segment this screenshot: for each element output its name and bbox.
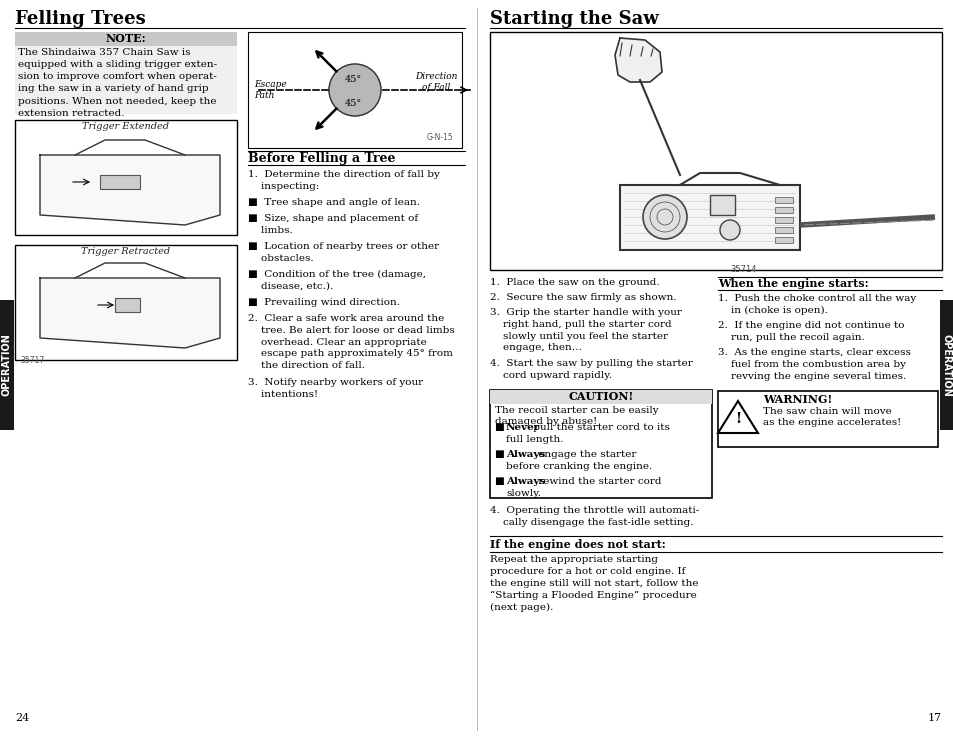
FancyBboxPatch shape xyxy=(774,197,792,203)
Text: Escape
Path: Escape Path xyxy=(253,80,287,100)
Text: 1.  Push the choke control all the way
    in (choke is open).: 1. Push the choke control all the way in… xyxy=(718,294,915,315)
Text: 2.  Secure the saw firmly as shown.: 2. Secure the saw firmly as shown. xyxy=(490,293,676,302)
Text: Felling Trees: Felling Trees xyxy=(15,10,146,28)
Text: 45°: 45° xyxy=(345,100,362,108)
Text: engage the starter: engage the starter xyxy=(535,450,636,459)
Text: 1.  Determine the direction of fall by
    inspecting:: 1. Determine the direction of fall by in… xyxy=(248,170,439,191)
FancyBboxPatch shape xyxy=(490,390,711,404)
Text: OPERATION: OPERATION xyxy=(941,334,951,396)
FancyBboxPatch shape xyxy=(15,245,236,360)
Text: 35714: 35714 xyxy=(729,265,756,274)
Text: Trigger Retracted: Trigger Retracted xyxy=(81,247,171,256)
FancyBboxPatch shape xyxy=(718,391,937,447)
Text: 17: 17 xyxy=(927,713,941,723)
Text: G-N-15: G-N-15 xyxy=(426,133,453,142)
Text: Starting the Saw: Starting the Saw xyxy=(490,10,659,28)
Text: The saw chain will move
as the engine accelerates!: The saw chain will move as the engine ac… xyxy=(762,407,901,427)
FancyBboxPatch shape xyxy=(709,195,734,215)
FancyBboxPatch shape xyxy=(939,300,953,430)
FancyBboxPatch shape xyxy=(0,300,14,430)
FancyBboxPatch shape xyxy=(774,227,792,233)
Circle shape xyxy=(329,64,380,116)
Circle shape xyxy=(720,220,740,240)
Text: full length.: full length. xyxy=(505,435,563,444)
Text: Repeat the appropriate starting
procedure for a hot or cold engine. If
the engin: Repeat the appropriate starting procedur… xyxy=(490,555,698,612)
Polygon shape xyxy=(40,155,220,225)
FancyBboxPatch shape xyxy=(774,217,792,223)
Text: ■  Size, shape and placement of
    limbs.: ■ Size, shape and placement of limbs. xyxy=(248,214,417,235)
Text: rewind the starter cord: rewind the starter cord xyxy=(535,477,660,486)
FancyBboxPatch shape xyxy=(774,237,792,243)
Circle shape xyxy=(642,195,686,239)
Text: Never: Never xyxy=(505,423,539,432)
Text: !: ! xyxy=(734,412,740,426)
Polygon shape xyxy=(718,401,758,433)
Text: 2.  If the engine did not continue to
    run, pull the recoil again.: 2. If the engine did not continue to run… xyxy=(718,321,903,342)
Text: CAUTION!: CAUTION! xyxy=(568,391,633,402)
FancyBboxPatch shape xyxy=(248,32,461,148)
Text: Always: Always xyxy=(505,450,545,459)
Polygon shape xyxy=(40,278,220,348)
Text: Always: Always xyxy=(505,477,545,486)
Text: 35717: 35717 xyxy=(20,356,44,365)
Text: 1.  Place the saw on the ground.: 1. Place the saw on the ground. xyxy=(490,278,659,287)
Text: 4.  Operating the throttle will automati-
    cally disengage the fast-idle sett: 4. Operating the throttle will automati-… xyxy=(490,506,699,527)
FancyBboxPatch shape xyxy=(15,32,236,46)
Text: ■: ■ xyxy=(495,477,511,486)
FancyBboxPatch shape xyxy=(15,120,236,235)
FancyBboxPatch shape xyxy=(490,32,941,270)
Text: ■  Prevailing wind direction.: ■ Prevailing wind direction. xyxy=(248,298,399,307)
Text: 4.  Start the saw by pulling the starter
    cord upward rapidly.: 4. Start the saw by pulling the starter … xyxy=(490,359,692,380)
Text: When the engine starts:: When the engine starts: xyxy=(718,278,868,289)
Text: Before Felling a Tree: Before Felling a Tree xyxy=(248,152,395,165)
Text: pull the starter cord to its: pull the starter cord to its xyxy=(530,423,669,432)
Text: If the engine does not start:: If the engine does not start: xyxy=(490,539,665,550)
Text: 3.  Notify nearby workers of your
    intentions!: 3. Notify nearby workers of your intenti… xyxy=(248,378,423,399)
Text: ■  Location of nearby trees or other
    obstacles.: ■ Location of nearby trees or other obst… xyxy=(248,242,438,263)
Polygon shape xyxy=(615,38,661,82)
FancyBboxPatch shape xyxy=(100,175,140,189)
FancyBboxPatch shape xyxy=(774,207,792,213)
Text: 3.  Grip the starter handle with your
    right hand, pull the starter cord
    : 3. Grip the starter handle with your rig… xyxy=(490,308,681,353)
Text: The Shindaiwa 357 Chain Saw is
equipped with a sliding trigger exten-
sion to im: The Shindaiwa 357 Chain Saw is equipped … xyxy=(18,48,217,118)
Text: Direction
of Fall: Direction of Fall xyxy=(415,72,456,92)
Text: 3.  As the engine starts, clear excess
    fuel from the combustion area by
    : 3. As the engine starts, clear excess fu… xyxy=(718,348,910,381)
Text: 45°: 45° xyxy=(345,75,362,84)
Text: Trigger Extended: Trigger Extended xyxy=(82,122,170,131)
Text: ■  Condition of the tree (damage,
    disease, etc.).: ■ Condition of the tree (damage, disease… xyxy=(248,270,426,291)
FancyBboxPatch shape xyxy=(115,298,140,312)
Text: WARNING!: WARNING! xyxy=(762,394,831,405)
Text: 24: 24 xyxy=(15,713,30,723)
Text: slowly.: slowly. xyxy=(505,489,540,498)
Text: NOTE:: NOTE: xyxy=(106,33,146,44)
Text: The recoil starter can be easily
damaged by abuse!: The recoil starter can be easily damaged… xyxy=(495,406,658,427)
FancyBboxPatch shape xyxy=(15,46,236,114)
Text: ■: ■ xyxy=(495,450,511,459)
Text: 2.  Clear a safe work area around the
    tree. Be alert for loose or dead limbs: 2. Clear a safe work area around the tre… xyxy=(248,314,455,370)
Text: ■  Tree shape and angle of lean.: ■ Tree shape and angle of lean. xyxy=(248,198,419,207)
Text: before cranking the engine.: before cranking the engine. xyxy=(505,462,652,471)
FancyBboxPatch shape xyxy=(490,390,711,498)
Text: ■: ■ xyxy=(495,423,511,432)
Text: OPERATION: OPERATION xyxy=(2,334,12,396)
FancyBboxPatch shape xyxy=(619,185,800,250)
